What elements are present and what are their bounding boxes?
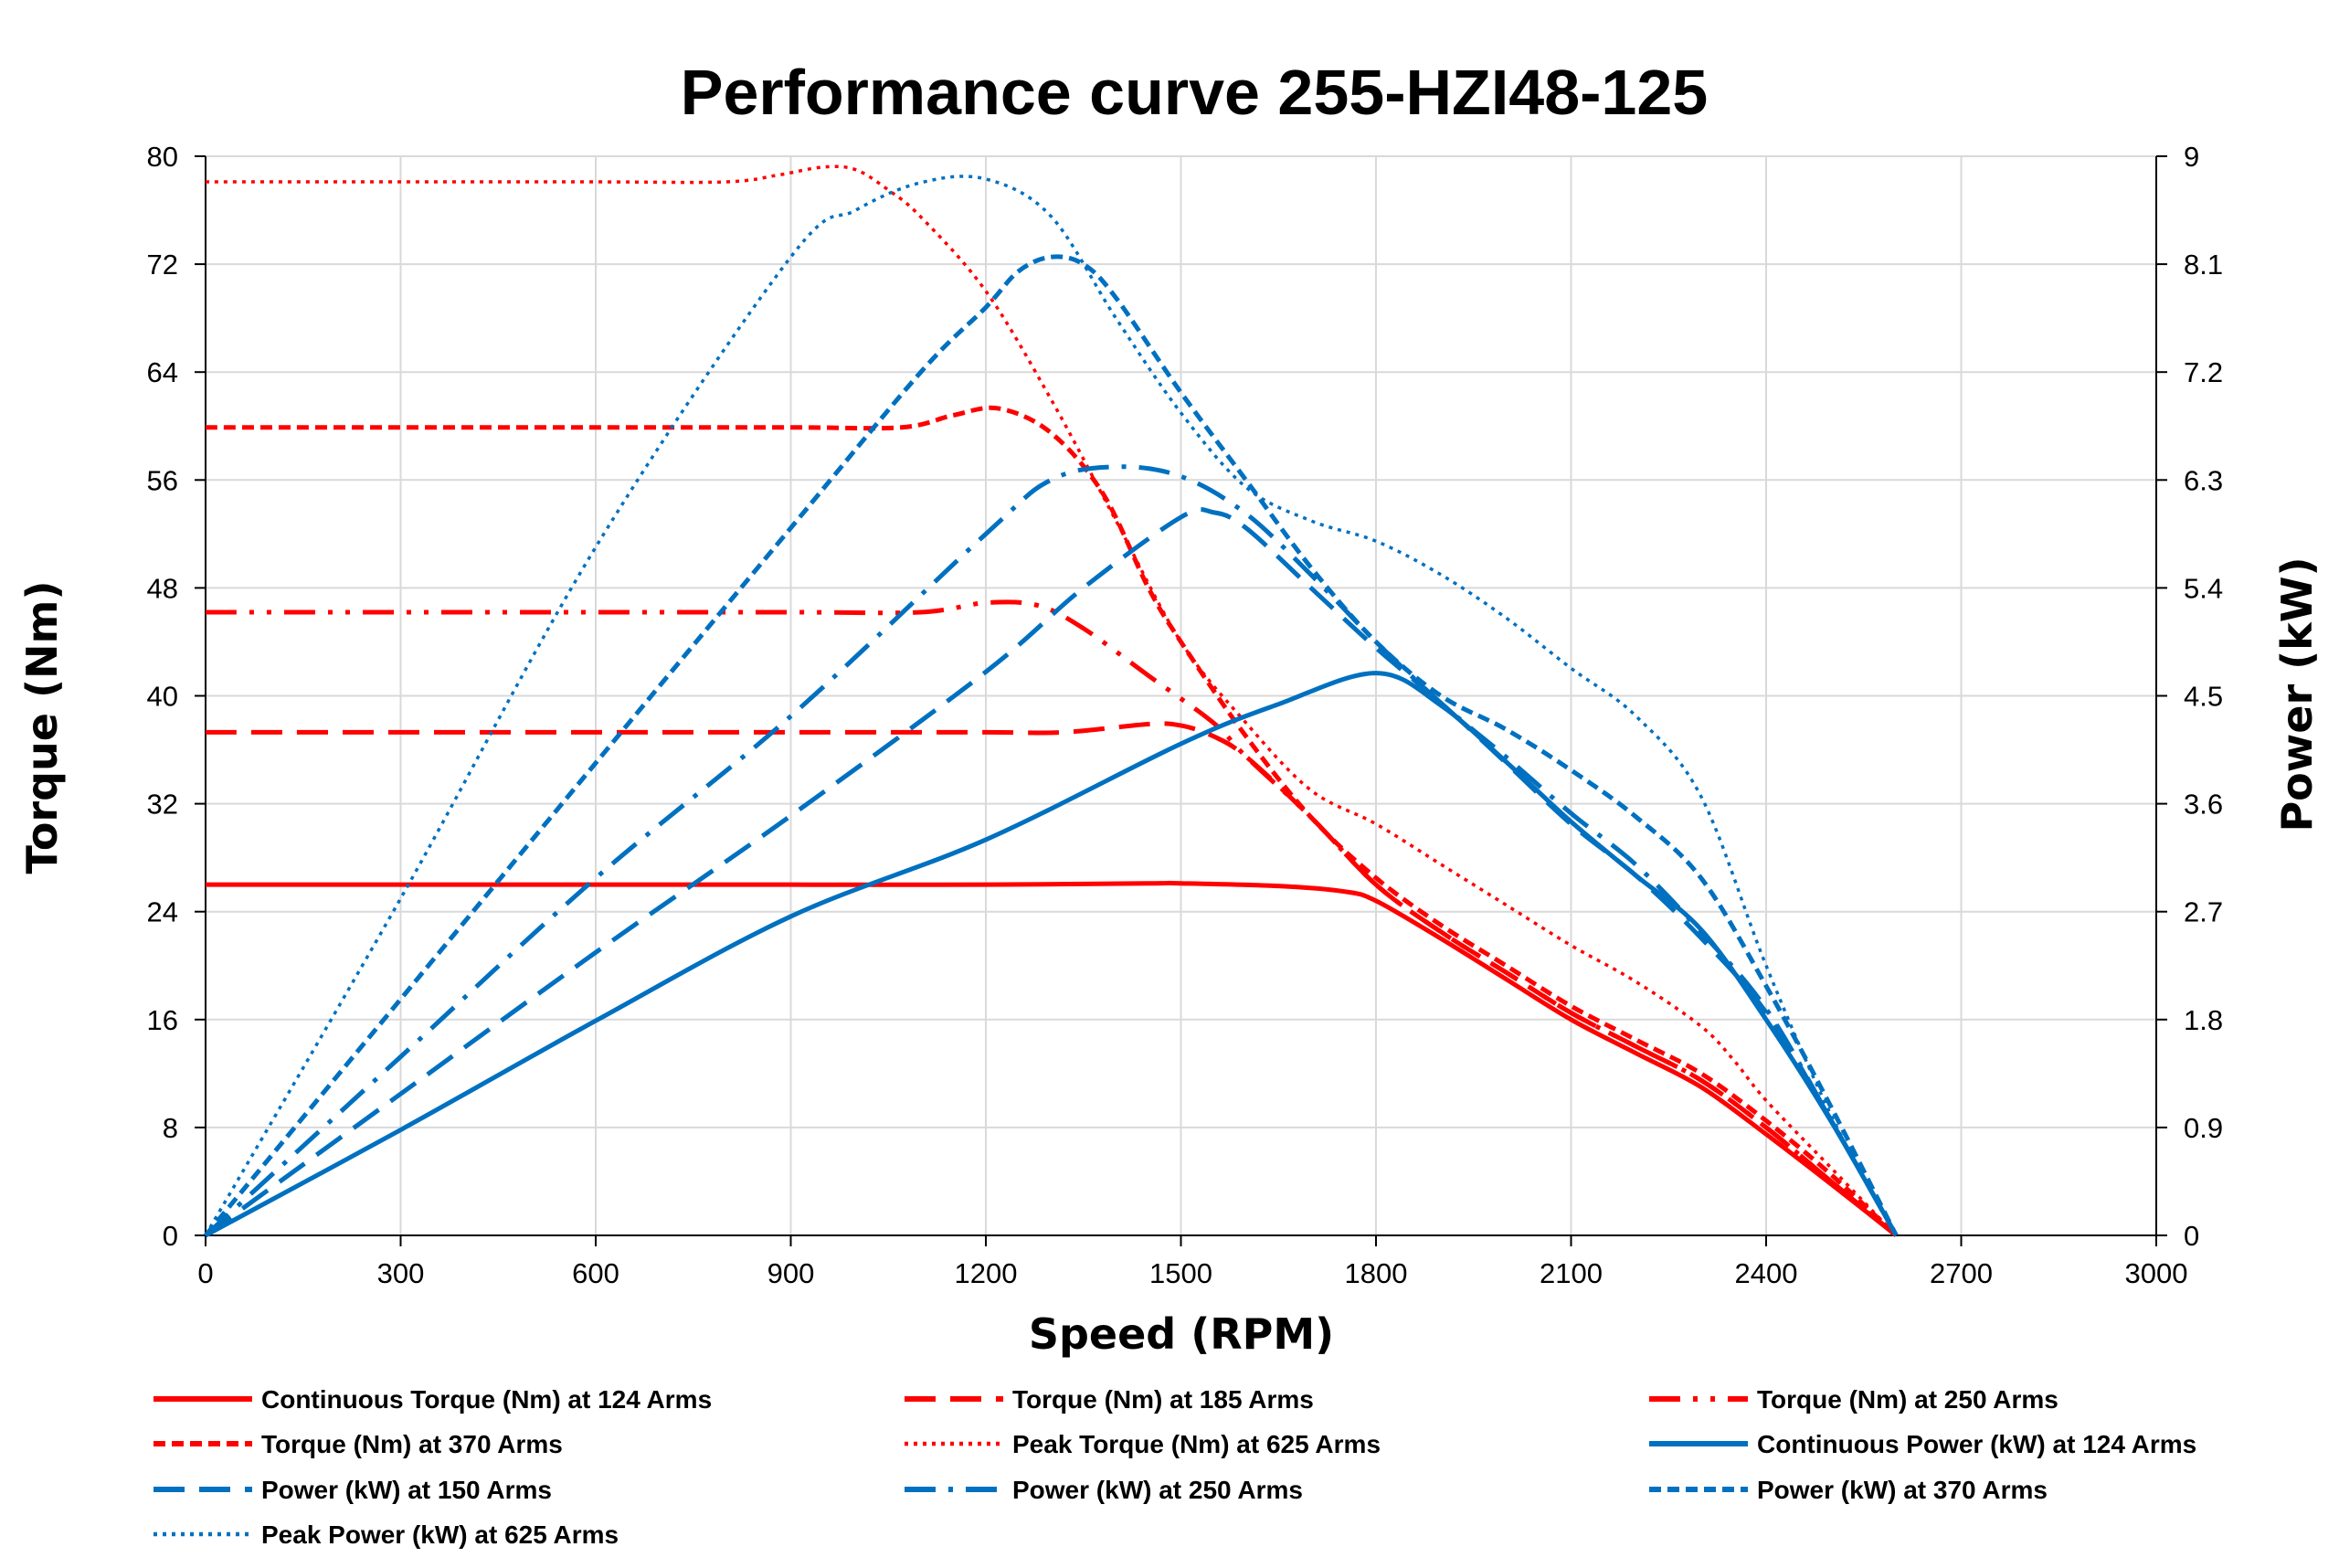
chart-title: Performance curve 255-HZI48-125 [681, 57, 1708, 128]
legend-label: Torque (Nm) at 185 Arms [1012, 1385, 1314, 1414]
axes: 0 300 600 900 1200 1500 1800 2100 2400 2700 3000 0 8… [147, 141, 2224, 1289]
legend-label: Peak Power (kW) at 625 Arms [261, 1520, 619, 1549]
series-line-7 [204, 464, 1899, 1237]
series-line-6 [204, 506, 1899, 1238]
legend-label: Peak Torque (Nm) at 625 Arms [1012, 1430, 1381, 1458]
series-line-4 [206, 164, 1898, 1237]
y2-tick-label: 3.6 [2184, 789, 2223, 821]
x-tick-label: 0 [197, 1257, 213, 1289]
y2-tick-label: 8.1 [2184, 249, 2223, 281]
series-line-3 [206, 405, 1899, 1237]
x-tick-label: 2700 [1930, 1257, 1993, 1289]
x-tick-label: 300 [377, 1257, 425, 1289]
y-axis-title: Torque (Nm) [17, 581, 67, 874]
legend-label: Continuous Power (kW) at 124 Arms [1757, 1430, 2196, 1458]
legend-label: Torque (Nm) at 250 Arms [1757, 1385, 2059, 1414]
x-tick-label: 2100 [1540, 1257, 1603, 1289]
legend-label: Torque (Nm) at 370 Arms [261, 1430, 563, 1458]
y2-tick-label: 2.7 [2184, 896, 2223, 928]
y-tick-label: 40 [147, 681, 178, 713]
y2-tick-label: 0.9 [2184, 1112, 2223, 1144]
y-tick-label: 80 [147, 141, 178, 173]
series-lines [204, 164, 1899, 1238]
y2-tick-label: 5.4 [2184, 572, 2223, 604]
x-tick-label: 2400 [1735, 1257, 1798, 1289]
y2-tick-label: 4.5 [2184, 681, 2223, 713]
x-tick-label: 1200 [955, 1257, 1018, 1289]
legend: Continuous Torque (Nm) at 124 Arms Torque… [153, 1385, 2196, 1549]
x-tick-label: 1800 [1345, 1257, 1408, 1289]
y-tick-label: 16 [147, 1004, 178, 1036]
y2-tick-label: 9 [2184, 141, 2199, 173]
legend-label: Power (kW) at 150 Arms [261, 1476, 552, 1504]
y-tick-label: 72 [147, 249, 178, 281]
gridlines [206, 155, 2157, 1235]
series-line-8 [204, 254, 1899, 1237]
x-tick-label: 1500 [1149, 1257, 1212, 1289]
y-tick-label: 0 [163, 1220, 178, 1252]
y-tick-label: 64 [147, 356, 178, 388]
legend-label: Continuous Torque (Nm) at 124 Arms [261, 1385, 712, 1414]
y2-tick-label: 0 [2184, 1220, 2199, 1252]
series-line-5 [204, 671, 1899, 1238]
x-tick-label: 600 [572, 1257, 619, 1289]
x-axis-title: Speed (RPM) [1029, 1309, 1334, 1359]
y-tick-label: 56 [147, 464, 178, 496]
y-tick-label: 32 [147, 789, 178, 821]
series-line-9 [204, 175, 1898, 1236]
series-line-2 [205, 599, 1898, 1237]
series-line-0 [205, 880, 1898, 1237]
y-tick-label: 8 [163, 1112, 178, 1144]
x-tick-label: 3000 [2125, 1257, 2188, 1289]
y-tick-label: 48 [147, 572, 178, 604]
legend-label: Power (kW) at 250 Arms [1012, 1476, 1303, 1504]
x-tick-label: 900 [767, 1257, 815, 1289]
series-line-1 [205, 721, 1898, 1237]
y2-tick-label: 6.3 [2184, 464, 2223, 496]
y2-axis-title: Power (kW) [2272, 556, 2322, 832]
y2-tick-label: 7.2 [2184, 356, 2223, 388]
y-tick-label: 24 [147, 896, 178, 928]
legend-label: Power (kW) at 370 Arms [1757, 1476, 2048, 1504]
y2-tick-label: 1.8 [2184, 1004, 2223, 1036]
